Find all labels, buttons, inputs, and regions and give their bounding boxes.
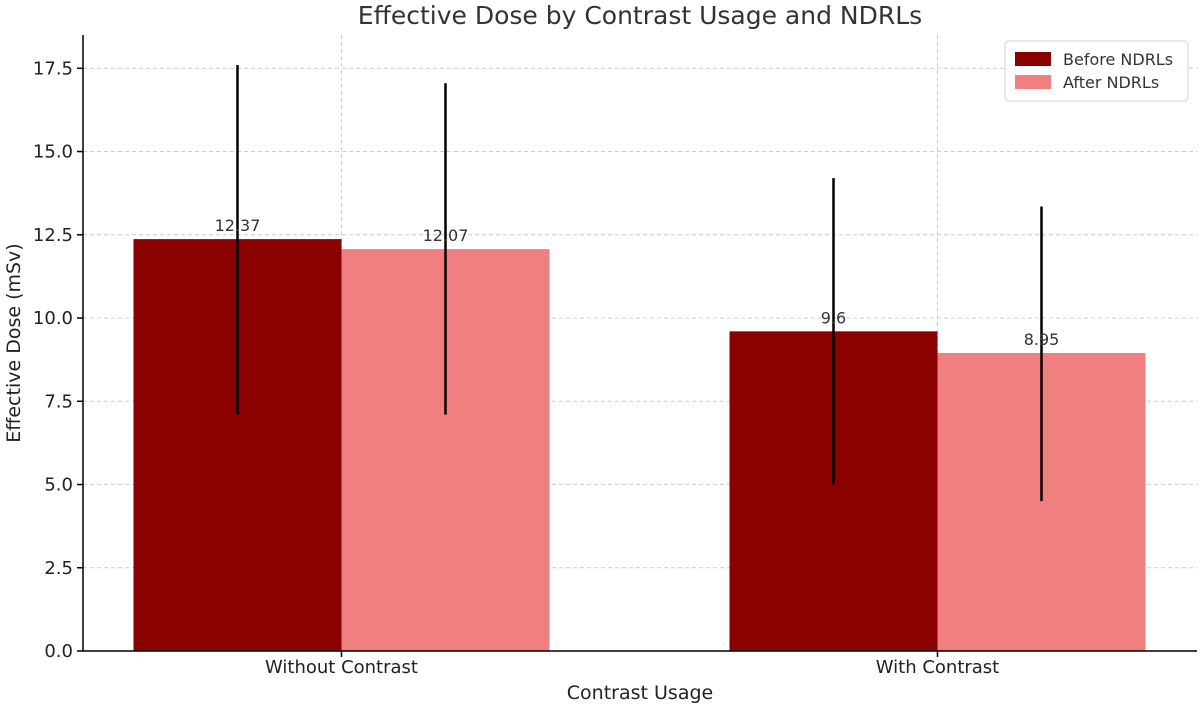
data-labels: 12.37 9.6 12.07 8.95 — [215, 216, 1060, 349]
y-tick-label: 5.0 — [44, 475, 73, 496]
y-tick-label: 12.5 — [33, 225, 73, 246]
y-tick-label: 0.0 — [44, 641, 73, 662]
x-ticks: Without Contrast With Contrast — [265, 651, 999, 678]
chart-title: Effective Dose by Contrast Usage and NDR… — [358, 1, 922, 30]
legend-swatch — [1015, 75, 1051, 89]
data-label: 12.07 — [423, 226, 469, 245]
data-label: 8.95 — [1024, 330, 1060, 349]
y-ticks: 0.0 2.5 5.0 7.5 10.0 12.5 15.0 17.5 — [33, 58, 83, 662]
x-tick-label: Without Contrast — [265, 657, 418, 678]
legend-swatch — [1015, 52, 1051, 66]
x-tick-label: With Contrast — [876, 657, 1000, 678]
error-bars — [236, 64, 1043, 502]
legend-label: Before NDRLs — [1063, 50, 1173, 69]
y-tick-label: 7.5 — [44, 391, 73, 412]
y-tick-label: 2.5 — [44, 558, 73, 579]
axes — [82, 35, 1197, 652]
bars — [133, 239, 1146, 651]
x-axis-label: Contrast Usage — [567, 682, 713, 704]
y-axis-label: Effective Dose (mSv) — [3, 243, 25, 442]
y-tick-label: 10.0 — [33, 308, 73, 329]
y-tick-label: 17.5 — [33, 58, 73, 79]
data-label: 9.6 — [821, 308, 846, 327]
legend: Before NDRLs After NDRLs — [1004, 40, 1189, 102]
y-tick-label: 15.0 — [33, 142, 73, 163]
data-label: 12.37 — [215, 216, 261, 235]
legend-label: After NDRLs — [1063, 73, 1159, 92]
